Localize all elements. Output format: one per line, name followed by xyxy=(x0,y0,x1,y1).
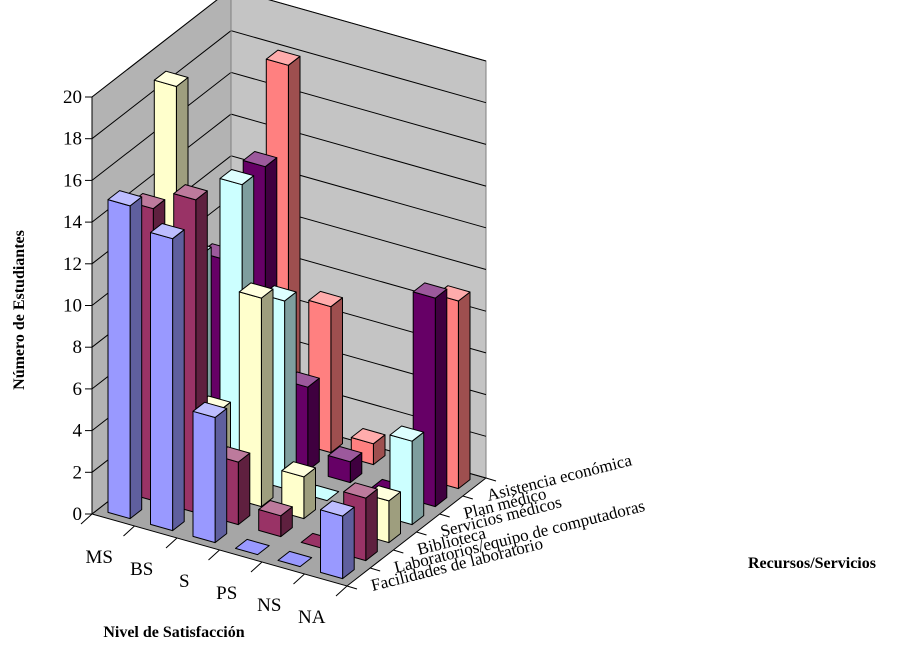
y-tick-label: 16 xyxy=(63,170,82,191)
x-axis-title: Nivel de Satisfacción xyxy=(103,624,244,641)
bar-top xyxy=(281,461,316,478)
bar-side xyxy=(434,288,448,508)
depth-tick xyxy=(393,549,404,554)
y-tick-label: 0 xyxy=(73,504,83,525)
bar-side xyxy=(129,196,143,520)
bar-side xyxy=(411,431,425,526)
bar-side xyxy=(172,229,185,532)
bar-face xyxy=(235,538,270,556)
bar-top xyxy=(350,428,386,445)
bar xyxy=(320,500,355,580)
y-tick-label: 8 xyxy=(73,337,83,358)
depth-tick xyxy=(416,531,427,536)
y-axis-title: Número de Estudiantes xyxy=(11,230,28,390)
y-tick-label: 6 xyxy=(73,379,83,400)
x-tick xyxy=(123,525,135,537)
bar xyxy=(107,190,143,520)
bar-side xyxy=(330,297,343,454)
bar-top xyxy=(153,70,189,87)
y-tick-label: 2 xyxy=(73,462,83,483)
depth-tick xyxy=(439,513,450,518)
bar xyxy=(277,550,313,568)
bars-group xyxy=(107,49,471,580)
y-tick-label: 12 xyxy=(63,254,82,275)
bar-side xyxy=(307,377,320,472)
bar-side xyxy=(457,291,471,490)
x-tick-label: MS xyxy=(86,547,113,568)
x-tick xyxy=(165,537,178,549)
bar-top xyxy=(258,500,293,517)
bar-side xyxy=(342,506,355,580)
bar-top xyxy=(265,49,301,66)
bar-top xyxy=(173,184,208,201)
x-tick-label: NS xyxy=(257,595,281,616)
bar-front xyxy=(107,199,131,520)
y-tick-label: 10 xyxy=(63,296,82,317)
y-tick-label: 20 xyxy=(63,87,82,108)
bar-side xyxy=(260,288,274,508)
x-tick xyxy=(335,585,348,597)
x-tick-label: PS xyxy=(216,583,237,604)
bar-side xyxy=(237,452,251,526)
bar-side xyxy=(214,408,228,544)
bar-top xyxy=(238,282,274,299)
depth-tick xyxy=(485,477,497,482)
bar xyxy=(235,538,270,556)
bar xyxy=(192,401,228,544)
x-tick xyxy=(208,549,220,561)
x-tick-label: BS xyxy=(130,559,153,580)
bar-front xyxy=(192,410,216,544)
bar-front xyxy=(320,509,344,580)
depth-axis-title: Recursos/Servicios xyxy=(748,555,876,572)
depth-tick xyxy=(462,495,473,500)
gridline xyxy=(91,0,487,98)
bar-top xyxy=(320,500,355,517)
bar-side xyxy=(365,488,378,562)
bar-top xyxy=(412,282,448,299)
bar-face xyxy=(277,550,313,568)
bar-top xyxy=(242,151,278,168)
depth-tick xyxy=(370,567,381,572)
y-tick-label: 18 xyxy=(63,129,82,150)
y-tick-label: 14 xyxy=(63,212,83,233)
x-tick-label: NA xyxy=(298,607,326,628)
bar-top xyxy=(327,446,363,463)
bar-top xyxy=(192,401,228,418)
x-tick xyxy=(293,573,305,585)
bar xyxy=(258,500,293,538)
bar-top xyxy=(107,190,143,207)
bar xyxy=(150,223,185,532)
x-tick-label: S xyxy=(179,571,190,592)
bar xyxy=(327,446,363,484)
bar-side xyxy=(284,291,297,490)
bar-top xyxy=(308,290,343,308)
depth-tick xyxy=(346,585,358,590)
y-tick-label: 4 xyxy=(73,421,83,442)
bar-top xyxy=(343,482,378,499)
bar-top xyxy=(219,169,255,186)
x-tick xyxy=(80,513,93,525)
bar-front xyxy=(150,232,174,532)
bar-top xyxy=(389,425,425,442)
x-tick xyxy=(250,561,263,573)
bar-top xyxy=(150,223,185,240)
